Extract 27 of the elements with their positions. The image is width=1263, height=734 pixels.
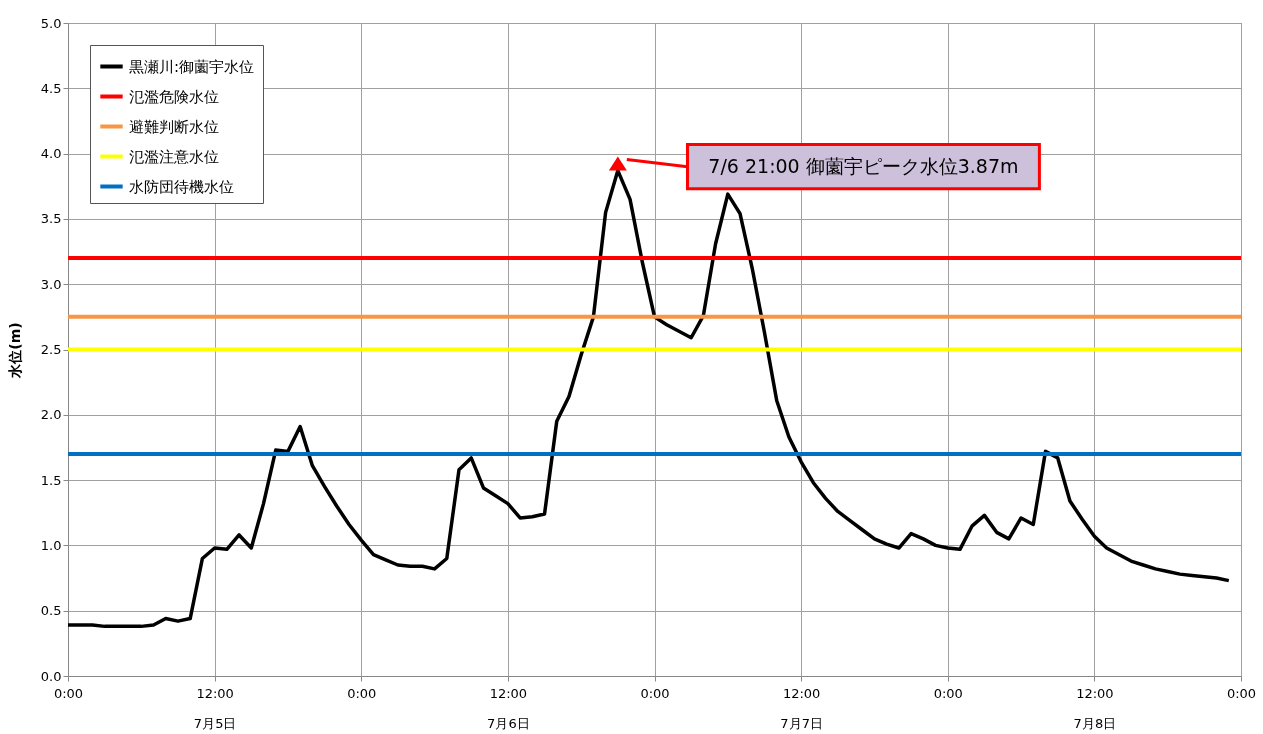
- y-axis-title: 水位(m): [6, 322, 23, 379]
- y-tick-label: 3.0: [40, 276, 62, 292]
- legend-label: 避難判断水位: [129, 117, 219, 136]
- y-tick-label: 0.5: [40, 603, 62, 619]
- x-tick-label: 0:00: [640, 685, 670, 701]
- legend-label: 黒瀬川:御薗宇水位: [129, 57, 255, 76]
- legend-label: 氾濫注意水位: [129, 147, 219, 166]
- y-tick-label: 4.0: [40, 146, 62, 162]
- x-tick-label: 12:00 7月5日: [193, 685, 237, 731]
- legend-label: 氾濫危険水位: [129, 87, 219, 106]
- x-tick-label: 0:00: [933, 685, 963, 701]
- x-tick-label: 0:00: [1226, 685, 1257, 701]
- y-tick-label: 4.5: [40, 80, 62, 96]
- y-tick-label: 0.0: [40, 668, 62, 684]
- x-tick-label: 12:00 7月8日: [1073, 685, 1117, 731]
- annotation: 7/6 21:00 御薗宇ピーク水位3.87m: [708, 154, 1019, 177]
- y-tick-label: 1.5: [40, 472, 62, 488]
- x-tick-label: 12:00 7月7日: [780, 685, 823, 731]
- y-tick-label: 3.5: [40, 211, 62, 227]
- y-tick-label: 1.0: [40, 537, 62, 553]
- y-tick-label: 2.0: [40, 407, 62, 423]
- x-tick-label: 0:00: [347, 685, 377, 701]
- y-tick-label: 5.0: [40, 15, 62, 31]
- x-tick-label: 0:00: [53, 685, 84, 701]
- x-tick-label: 12:00 7月6日: [487, 685, 530, 731]
- legend-label: 水防団待機水位: [129, 177, 234, 196]
- y-tick-label: 2.5: [40, 342, 62, 357]
